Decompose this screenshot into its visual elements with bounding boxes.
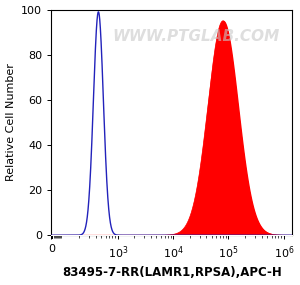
X-axis label: 83495-7-RR(LAMR1,RPSA),APC-H: 83495-7-RR(LAMR1,RPSA),APC-H xyxy=(62,266,281,280)
Text: WWW.PTGLAB.COM: WWW.PTGLAB.COM xyxy=(112,29,279,44)
Y-axis label: Relative Cell Number: Relative Cell Number xyxy=(6,64,16,181)
